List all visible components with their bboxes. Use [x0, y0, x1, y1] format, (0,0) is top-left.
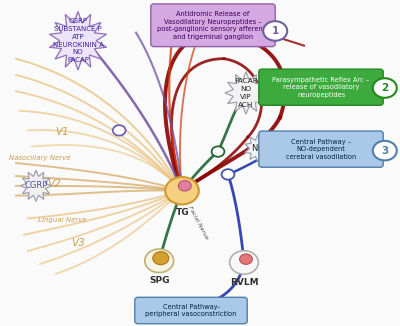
Text: Facial Nerve: Facial Nerve — [188, 205, 209, 241]
Text: Antidromic Release of
Vasodilatory Neuropeptides –
post-ganglionic sensory affer: Antidromic Release of Vasodilatory Neuro… — [157, 11, 269, 39]
Text: TG: TG — [176, 208, 190, 217]
Text: V1: V1 — [55, 127, 69, 137]
Circle shape — [373, 141, 397, 160]
Circle shape — [165, 177, 199, 204]
Circle shape — [113, 125, 126, 136]
Polygon shape — [49, 11, 107, 70]
Text: 1: 1 — [272, 26, 279, 36]
FancyBboxPatch shape — [259, 131, 383, 167]
FancyBboxPatch shape — [151, 4, 275, 47]
Circle shape — [240, 254, 252, 264]
Text: 3: 3 — [381, 146, 388, 156]
Text: V3: V3 — [71, 238, 85, 248]
Text: 2: 2 — [381, 83, 388, 93]
Circle shape — [373, 78, 397, 98]
Polygon shape — [20, 170, 52, 201]
Polygon shape — [245, 135, 271, 162]
Text: RVLM: RVLM — [230, 278, 258, 287]
Text: Central Pathway –
NO-dependent
cerebral vasodilation: Central Pathway – NO-dependent cerebral … — [286, 139, 356, 160]
Text: Lingual Nerve: Lingual Nerve — [38, 217, 86, 223]
Text: PACAP
NO
VIP
ACH: PACAP NO VIP ACH — [234, 78, 258, 108]
Circle shape — [230, 251, 258, 274]
Circle shape — [263, 21, 287, 41]
Text: SPG: SPG — [149, 276, 170, 286]
Circle shape — [212, 146, 224, 157]
FancyBboxPatch shape — [259, 69, 383, 105]
Text: CGRP: CGRP — [24, 181, 48, 190]
Circle shape — [222, 169, 234, 180]
Circle shape — [145, 249, 174, 273]
Text: Parasympathetic Reflex Arc –
release of vasodilatory
neuropeptides: Parasympathetic Reflex Arc – release of … — [272, 77, 370, 98]
Polygon shape — [225, 72, 267, 114]
Circle shape — [153, 252, 169, 265]
Circle shape — [178, 181, 191, 191]
Text: Central Pathway-
peripheral vasoconstriction: Central Pathway- peripheral vasoconstric… — [145, 304, 237, 317]
Text: NO: NO — [252, 144, 264, 153]
Text: V2: V2 — [47, 179, 61, 189]
FancyBboxPatch shape — [135, 297, 247, 324]
Text: CGRP
SUBSTANCE P
ATP
NEUROKININ A
NO
PACAP: CGRP SUBSTANCE P ATP NEUROKININ A NO PAC… — [52, 18, 104, 63]
Text: Nasociliary Nerve: Nasociliary Nerve — [9, 155, 71, 161]
